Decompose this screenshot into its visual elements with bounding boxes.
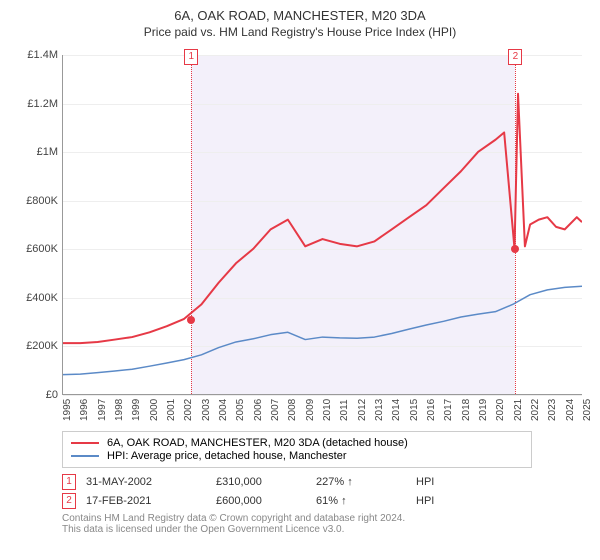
x-tick-label: 1996 [79, 399, 90, 421]
event-marker-icon: 1 [62, 474, 76, 490]
y-tick-label: £200K [12, 340, 58, 352]
x-tick-label: 2009 [305, 399, 316, 421]
x-tick-label: 2002 [183, 399, 194, 421]
x-tick-label: 2021 [513, 399, 524, 421]
x-tick-label: 2024 [565, 399, 576, 421]
x-tick-label: 2005 [235, 399, 246, 421]
event-date: 17-FEB-2021 [86, 495, 216, 507]
x-tick-label: 2003 [201, 399, 212, 421]
event-marker-icon: 2 [62, 493, 76, 509]
x-tick-label: 2008 [287, 399, 298, 421]
y-tick-label: £1.4M [12, 49, 58, 61]
x-tick-label: 1999 [131, 399, 142, 421]
footer-line: This data is licensed under the Open Gov… [62, 524, 588, 535]
x-tick-label: 2023 [547, 399, 558, 421]
x-tick-label: 1997 [97, 399, 108, 421]
event-suffix: HPI [416, 495, 506, 507]
x-tick-label: 2020 [495, 399, 506, 421]
event-marker-box: 1 [184, 49, 198, 65]
event-pct: 61% ↑ [316, 495, 416, 507]
x-tick-label: 2004 [218, 399, 229, 421]
x-tick-label: 1998 [114, 399, 125, 421]
x-tick-label: 2015 [409, 399, 420, 421]
x-tick-label: 2014 [391, 399, 402, 421]
event-pct: 227% ↑ [316, 476, 416, 488]
legend-row: HPI: Average price, detached house, Manc… [71, 450, 523, 462]
y-tick-label: £800K [12, 195, 58, 207]
legend-label: 6A, OAK ROAD, MANCHESTER, M20 3DA (detac… [107, 437, 408, 449]
x-tick-label: 2006 [253, 399, 264, 421]
x-tick-label: 2025 [582, 399, 593, 421]
plot-area: 12 [62, 55, 582, 395]
event-dot [187, 316, 195, 324]
chart-title: 6A, OAK ROAD, MANCHESTER, M20 3DA [12, 8, 588, 23]
x-axis-labels: 1995 1996 1997 1998 1999 2000 2001 2002 2003 2004… [62, 397, 582, 427]
event-row: 1 31-MAY-2002£310,000227% ↑HPI [62, 474, 588, 490]
event-suffix: HPI [416, 476, 506, 488]
legend-swatch [71, 442, 99, 444]
event-row: 2 17-FEB-2021£600,00061% ↑HPI [62, 493, 588, 509]
x-tick-label: 2010 [322, 399, 333, 421]
x-tick-label: 2018 [461, 399, 472, 421]
y-tick-label: £400K [12, 292, 58, 304]
y-tick-label: £600K [12, 243, 58, 255]
x-tick-label: 2000 [149, 399, 160, 421]
footer: Contains HM Land Registry data © Crown c… [62, 513, 588, 535]
footer-line: Contains HM Land Registry data © Crown c… [62, 513, 588, 524]
x-tick-label: 2007 [270, 399, 281, 421]
x-tick-label: 2016 [426, 399, 437, 421]
legend-swatch [71, 455, 99, 457]
x-tick-label: 2011 [339, 399, 350, 421]
event-table: 1 31-MAY-2002£310,000227% ↑HPI 2 17-FEB-202… [62, 474, 588, 509]
x-tick-label: 2012 [357, 399, 368, 421]
event-marker-box: 2 [508, 49, 522, 65]
x-tick-label: 2017 [443, 399, 454, 421]
x-tick-label: 2013 [374, 399, 385, 421]
event-dot [511, 245, 519, 253]
chart-subtitle: Price paid vs. HM Land Registry's House … [12, 25, 588, 39]
event-price: £600,000 [216, 495, 316, 507]
legend-label: HPI: Average price, detached house, Manc… [107, 450, 347, 462]
y-tick-label: £0 [12, 389, 58, 401]
event-price: £310,000 [216, 476, 316, 488]
x-tick-label: 2001 [166, 399, 177, 421]
legend-row: 6A, OAK ROAD, MANCHESTER, M20 3DA (detac… [71, 437, 523, 449]
legend: 6A, OAK ROAD, MANCHESTER, M20 3DA (detac… [62, 431, 532, 468]
x-tick-label: 2019 [478, 399, 489, 421]
x-tick-label: 2022 [530, 399, 541, 421]
chart: 12 £0£200K£400K£600K£800K£1M£1.2M£1.4M 1… [12, 45, 588, 425]
y-tick-label: £1M [12, 146, 58, 158]
event-date: 31-MAY-2002 [86, 476, 216, 488]
y-tick-label: £1.2M [12, 98, 58, 110]
x-tick-label: 1995 [62, 399, 73, 421]
